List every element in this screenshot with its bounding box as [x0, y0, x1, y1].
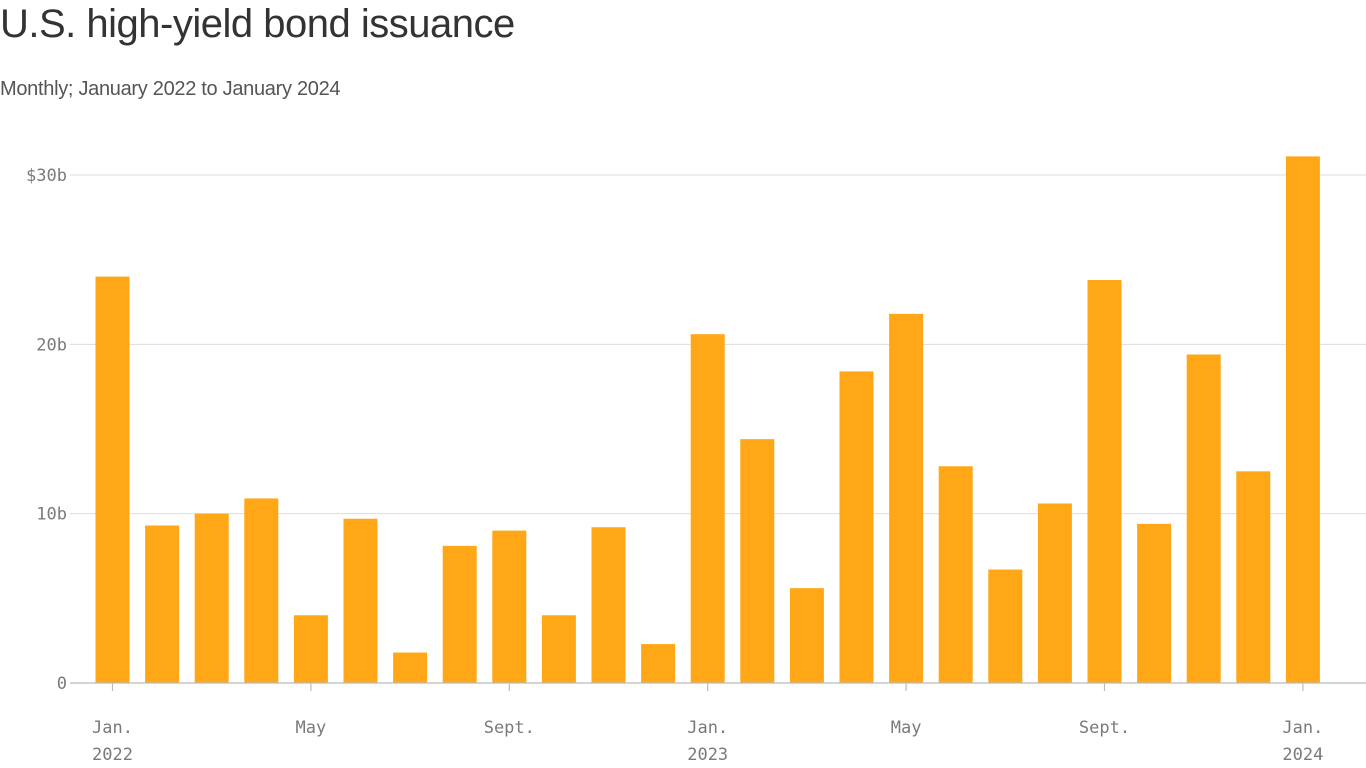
- x-tick-label-year: 2022: [92, 745, 133, 765]
- y-tick-label: 10b: [36, 505, 67, 525]
- bars: [95, 156, 1320, 683]
- y-tick-label: $30b: [26, 166, 67, 186]
- y-tick-label: 20b: [36, 335, 67, 355]
- bar: [541, 615, 576, 683]
- bar: [889, 313, 924, 683]
- x-tick-label-month: Jan.: [687, 718, 728, 738]
- bar: [1285, 156, 1320, 683]
- bar: [1137, 523, 1172, 683]
- chart-title: U.S. high-yield bond issuance: [0, 2, 515, 46]
- x-axis-ticks: Jan. 2022 May Sept. Jan. 2023 May Sept. Jan. 2024: [92, 683, 1323, 765]
- bar: [1087, 279, 1122, 683]
- bar: [839, 371, 874, 683]
- x-tick-label-month: May: [296, 718, 327, 738]
- bar: [988, 569, 1023, 683]
- bar: [393, 652, 428, 683]
- bar: [1236, 471, 1271, 683]
- bar: [95, 276, 130, 683]
- bar: [492, 530, 527, 683]
- x-tick-label-year: 2024: [1282, 745, 1323, 765]
- chart-subtitle: Monthly; January 2022 to January 2024: [0, 78, 341, 100]
- bar: [244, 498, 279, 683]
- bar: [194, 513, 229, 683]
- bar: [1037, 503, 1072, 683]
- x-tick-label-year: 2023: [687, 745, 728, 765]
- bar: [690, 334, 725, 683]
- bar: [938, 466, 973, 683]
- bar: [789, 588, 824, 683]
- bar: [740, 439, 775, 683]
- bar: [343, 518, 378, 683]
- x-tick-label-month: Jan.: [1282, 718, 1323, 738]
- y-axis-ticks: 0 10b 20b $30b: [26, 166, 67, 694]
- x-tick-label-month: Sept.: [1079, 718, 1130, 738]
- x-tick-label-month: May: [891, 718, 922, 738]
- x-tick-label-month: Sept.: [484, 718, 535, 738]
- bar: [641, 644, 676, 683]
- y-tick-label: 0: [57, 674, 67, 694]
- x-tick-label-month: Jan.: [92, 718, 133, 738]
- bar: [591, 527, 626, 683]
- bar: [293, 615, 328, 683]
- bar: [442, 545, 477, 683]
- bar: [145, 525, 180, 683]
- bar: [1186, 354, 1221, 683]
